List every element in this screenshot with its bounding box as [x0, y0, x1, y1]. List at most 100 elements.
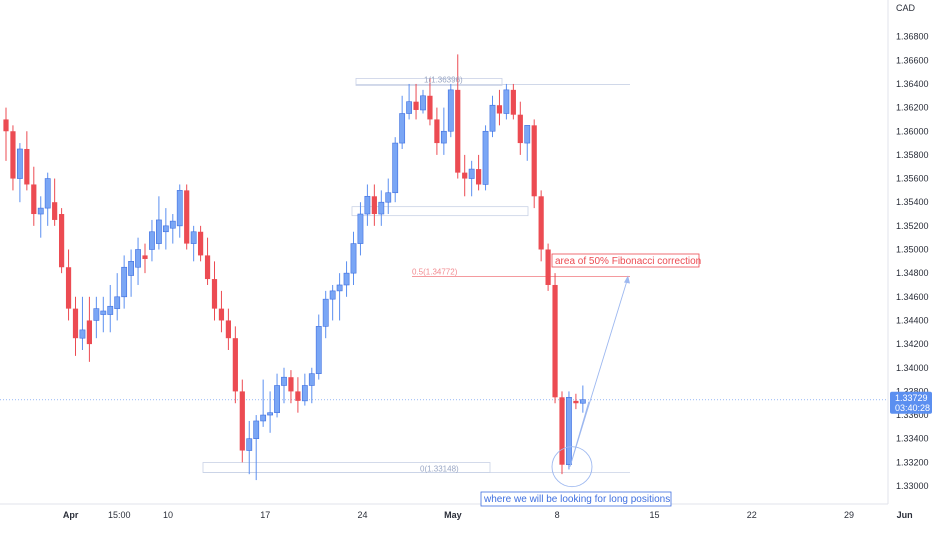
price-tick-label: 1.35400 [896, 197, 929, 207]
projection-path [569, 277, 629, 467]
annotation-layer [551, 275, 630, 488]
candle-body [462, 172, 468, 179]
candle [385, 178, 392, 215]
candle [246, 420, 253, 475]
price-tick-label: 1.35200 [896, 221, 929, 231]
candle [93, 296, 100, 339]
price-tick-label: 1.35000 [896, 245, 929, 255]
price-tick-label: 1.34200 [896, 339, 929, 349]
candle [149, 219, 155, 262]
candle [566, 391, 572, 470]
candle [350, 231, 357, 285]
long-positions-note[interactable]: where we will be looking for long positi… [480, 491, 672, 507]
candle-body [44, 178, 51, 209]
time-tick-label: 29 [844, 510, 854, 520]
candle-body [447, 89, 454, 132]
candle-body [190, 231, 197, 244]
candle-body [378, 201, 385, 215]
zone-layer [0, 78, 888, 473]
candle [3, 107, 9, 161]
candle-body [198, 231, 204, 256]
candle-body [545, 249, 551, 285]
candle-body [267, 412, 273, 416]
candle [128, 249, 134, 297]
candle-body [489, 104, 496, 132]
time-tick-label: 10 [163, 510, 173, 520]
candle [190, 225, 197, 262]
candle [308, 367, 315, 404]
candle-body [420, 95, 426, 111]
candle-body [538, 196, 544, 250]
candle [573, 393, 579, 410]
candle-body [37, 207, 44, 215]
candle-body [169, 220, 176, 229]
candle-body [253, 420, 260, 439]
candles-layer [3, 54, 586, 481]
candle [225, 308, 231, 351]
candle-body [496, 105, 503, 114]
candle [204, 237, 211, 285]
candle [100, 296, 107, 333]
price-tick-label: 1.34400 [896, 315, 929, 325]
candle [538, 190, 544, 262]
candle [378, 190, 385, 226]
candle [531, 119, 537, 209]
candle [476, 154, 482, 191]
candle-body [308, 373, 315, 386]
candle [301, 373, 308, 406]
candle-body [455, 89, 461, 173]
time-tick-label: 8 [555, 510, 560, 520]
candle-body [72, 308, 79, 339]
candle [329, 284, 336, 321]
candle [37, 196, 44, 238]
candle [413, 83, 419, 120]
candle-body [114, 296, 121, 309]
time-axis[interactable]: Apr 15:00 10 17 24 May 8 15 22 29 Jun [63, 510, 913, 520]
candle-body [524, 125, 531, 144]
candle [524, 125, 531, 161]
candle [176, 184, 183, 238]
candle-countdown: 03:40:28 [895, 403, 930, 413]
candle-body [52, 202, 58, 220]
candle-body [10, 131, 16, 179]
candle-body [16, 148, 23, 179]
price-tick-label: 1.36000 [896, 126, 929, 136]
candle-body [371, 196, 377, 215]
candle-body [517, 114, 523, 144]
candle-body [468, 168, 475, 179]
candle [420, 89, 426, 114]
candle-body [128, 261, 134, 276]
candle-body [482, 130, 489, 185]
price-tick-label: 1.35800 [896, 150, 929, 160]
currency-label: CAD [896, 3, 916, 13]
projection-arrow-head [624, 275, 630, 284]
candle [510, 83, 516, 120]
fib-note[interactable]: area of 50% Fibonacci correction [551, 253, 701, 268]
candle [517, 101, 523, 155]
candle-body [107, 305, 114, 315]
candle [281, 367, 287, 404]
candle [364, 184, 371, 226]
candle-body [149, 231, 155, 250]
candle [315, 314, 322, 380]
candle [52, 178, 58, 226]
candle-body [566, 397, 572, 466]
price-axis[interactable]: 1.36800 1.36600 1.36400 1.36200 1.36000 1.358… [896, 32, 929, 491]
candle-body [343, 272, 350, 286]
candle-body [59, 214, 65, 268]
fib-note-box [551, 253, 700, 268]
candle [65, 249, 72, 321]
candle-body [559, 397, 565, 465]
candle [455, 54, 461, 179]
candle-body [274, 385, 280, 413]
time-tick-label: 22 [747, 510, 757, 520]
price-tick-label: 1.36800 [896, 32, 929, 42]
candle-body [86, 320, 92, 345]
candle-body [281, 376, 287, 386]
candle [59, 208, 65, 274]
fib-1-label: 1(1.36396) [424, 75, 463, 84]
candle-body [329, 290, 336, 300]
buy-area-circle [551, 446, 593, 488]
candle-body [204, 255, 211, 280]
